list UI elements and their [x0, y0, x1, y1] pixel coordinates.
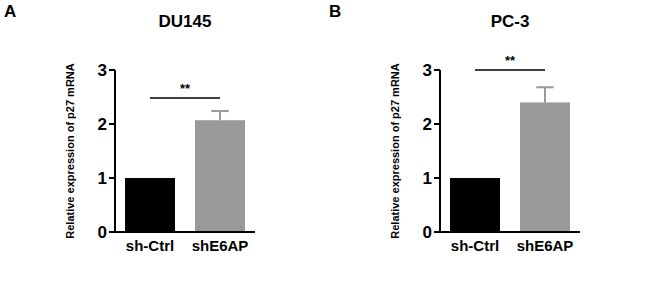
svg-text:2: 2: [98, 115, 107, 134]
svg-text:1: 1: [98, 169, 107, 188]
svg-text:shE6AP: shE6AP: [192, 237, 249, 254]
svg-text:3: 3: [98, 61, 107, 80]
svg-text:sh-Ctrl: sh-Ctrl: [451, 237, 499, 254]
svg-text:1: 1: [423, 169, 432, 188]
svg-text:0: 0: [98, 223, 107, 242]
svg-text:Relative expression of p27 mRN: Relative expression of p27 mRNA: [64, 63, 76, 239]
svg-text:shE6AP: shE6AP: [517, 237, 574, 254]
svg-text:3: 3: [423, 61, 432, 80]
html-text:PC-3: PC-3: [490, 12, 530, 31]
html-text:A: A: [4, 2, 17, 21]
html-text:B: B: [329, 2, 342, 21]
svg-text:Relative expression of p27 mRN: Relative expression of p27 mRNA: [389, 63, 401, 239]
svg-text:0: 0: [423, 223, 432, 242]
svg-text:**: **: [180, 81, 191, 96]
html-text:DU145: DU145: [158, 12, 212, 31]
svg-text:sh-Ctrl: sh-Ctrl: [126, 237, 174, 254]
svg-text:**: **: [505, 53, 516, 68]
svg-text:2: 2: [423, 115, 432, 134]
